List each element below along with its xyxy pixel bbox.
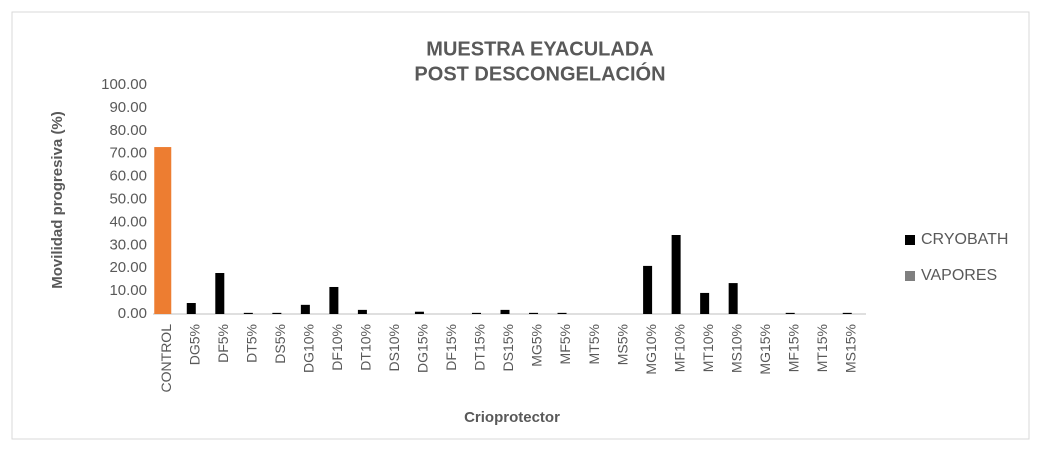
y-tick-label: 100.00 bbox=[101, 76, 147, 93]
y-tick-label: 70.00 bbox=[109, 145, 147, 162]
x-tick-label: DT10% bbox=[358, 324, 374, 371]
x-tick-label: MT10% bbox=[700, 324, 716, 372]
bar bbox=[500, 309, 510, 314]
bar bbox=[329, 286, 339, 314]
bar bbox=[186, 303, 196, 314]
x-tick-label: DG5% bbox=[186, 324, 202, 365]
bar bbox=[557, 312, 567, 314]
chart-title: POST DESCONGELACIÓN bbox=[414, 61, 665, 85]
bar bbox=[272, 312, 282, 314]
bar bbox=[785, 312, 795, 314]
legend-label: VAPORES bbox=[921, 267, 997, 284]
bar bbox=[357, 309, 367, 314]
x-tick-label: DS5% bbox=[272, 324, 288, 364]
chart-border bbox=[11, 11, 1030, 440]
x-tick-label: DT5% bbox=[244, 324, 260, 363]
bar bbox=[529, 312, 539, 314]
bar bbox=[671, 234, 681, 314]
legend-swatch bbox=[905, 271, 915, 281]
x-tick-label: MF10% bbox=[671, 324, 687, 372]
y-axis-label: Movilidad progresiva (%) bbox=[49, 111, 66, 289]
x-tick-label: MF15% bbox=[785, 324, 801, 372]
y-tick-label: 50.00 bbox=[109, 190, 147, 207]
x-tick-label: MT15% bbox=[814, 324, 830, 372]
x-tick-label: DG10% bbox=[301, 324, 317, 373]
x-tick-label: DF5% bbox=[215, 324, 231, 363]
x-tick-label: DS10% bbox=[386, 324, 402, 371]
bar bbox=[842, 312, 852, 314]
y-tick-label: 20.00 bbox=[109, 259, 147, 276]
legend-swatch bbox=[905, 235, 915, 245]
x-tick-label: DF15% bbox=[443, 324, 459, 371]
x-axis-label: Crioprotector bbox=[464, 409, 560, 426]
x-tick-label: DF10% bbox=[329, 324, 345, 371]
x-tick-label: MS10% bbox=[728, 324, 744, 373]
bar bbox=[700, 292, 710, 314]
bar bbox=[300, 304, 310, 314]
bar bbox=[215, 273, 225, 314]
y-tick-label: 90.00 bbox=[109, 99, 147, 116]
x-tick-label: MG5% bbox=[529, 324, 545, 367]
x-tick-label: MS5% bbox=[614, 324, 630, 365]
y-tick-label: 10.00 bbox=[109, 282, 147, 299]
x-tick-label: DS15% bbox=[500, 324, 516, 371]
bar bbox=[243, 312, 253, 314]
x-tick-label: MF5% bbox=[557, 324, 573, 364]
x-tick-label: MT5% bbox=[586, 324, 602, 364]
y-tick-label: 30.00 bbox=[109, 236, 147, 253]
bar bbox=[643, 265, 653, 314]
bar bbox=[728, 283, 738, 314]
bar bbox=[154, 147, 172, 314]
y-tick-label: 40.00 bbox=[109, 213, 147, 230]
bar bbox=[471, 312, 481, 314]
chart-title: MUESTRA EYACULADA bbox=[426, 38, 653, 60]
x-tick-label: DT15% bbox=[472, 324, 488, 371]
y-tick-label: 60.00 bbox=[109, 168, 147, 185]
x-tick-label: CONTROL bbox=[158, 324, 174, 393]
y-tick-label: 80.00 bbox=[109, 122, 147, 139]
legend-label: CRYOBATH bbox=[921, 231, 1008, 248]
y-tick-label: 0.00 bbox=[118, 305, 147, 322]
x-tick-label: DG15% bbox=[415, 324, 431, 373]
x-tick-label: MG10% bbox=[643, 324, 659, 375]
x-tick-label: MS15% bbox=[842, 324, 858, 373]
bar bbox=[414, 311, 424, 314]
x-tick-label: MG15% bbox=[757, 324, 773, 375]
